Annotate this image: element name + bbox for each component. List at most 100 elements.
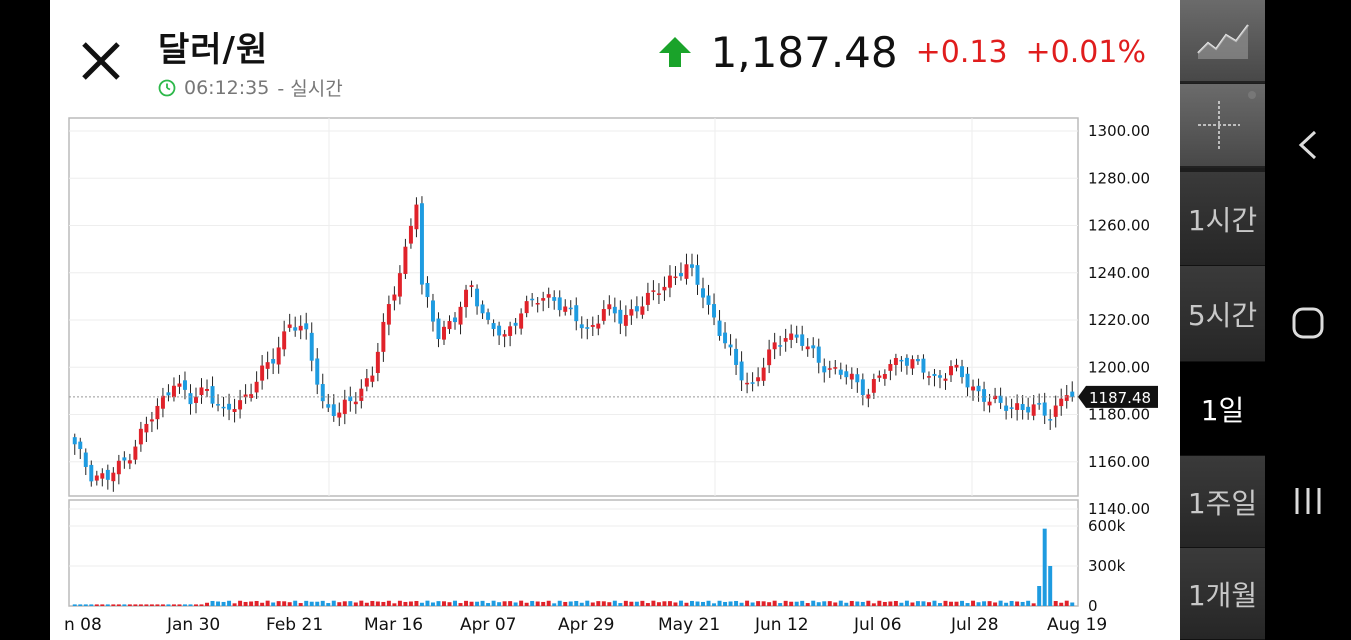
home-button[interactable] [1283, 298, 1333, 348]
volume-bar [965, 603, 970, 606]
recents-button[interactable] [1283, 476, 1333, 526]
volume-bar [982, 601, 987, 606]
candle-body [194, 396, 198, 403]
volume-bar [596, 601, 601, 606]
price-tick-label: 1240.00 [1088, 264, 1150, 282]
candle-body [94, 475, 99, 481]
price-tick-label: 1160.00 [1088, 453, 1150, 471]
volume-bar [717, 600, 722, 606]
volume-bar [943, 600, 948, 606]
chart-area[interactable]: 1300.00 1280.00 1260.00 1240.00 1220.00 1200.… [50, 0, 1180, 640]
volume-bar [998, 600, 1003, 606]
volume-bar [94, 604, 99, 606]
candle-body [590, 325, 595, 327]
candle-body [585, 327, 590, 329]
candle-body [607, 304, 612, 310]
volume-bar [623, 600, 628, 606]
volume-bar [320, 600, 325, 606]
volume-bar [486, 603, 491, 606]
volume-bar [453, 600, 457, 606]
close-button[interactable] [78, 38, 124, 84]
candle-body [375, 351, 380, 373]
volume-bar [188, 604, 193, 606]
candle-body [480, 304, 485, 314]
volume-bar [789, 601, 794, 606]
volume-bar [243, 601, 248, 606]
candle-body [623, 314, 628, 326]
back-icon [1298, 130, 1317, 160]
price-change-percent: +0.01% [1025, 35, 1146, 70]
candle-body [822, 366, 827, 373]
volume-bar [937, 603, 942, 606]
candle-body [138, 428, 143, 445]
candle-body [265, 362, 270, 369]
volume-bar [1070, 602, 1075, 606]
volume-bar [166, 604, 171, 606]
candle-body [491, 323, 496, 329]
volume-bar [645, 603, 650, 606]
volume-bar [469, 601, 474, 606]
candle-body [684, 264, 689, 279]
volume-bar [882, 601, 887, 606]
period-button-4[interactable]: 1개월 [1180, 548, 1265, 640]
volume-bar [910, 602, 915, 606]
volume-bar [695, 601, 700, 606]
volume-bar [105, 604, 110, 606]
volume-bar [960, 600, 965, 606]
candle-body [778, 345, 783, 347]
price-chart[interactable]: 1300.00 1280.00 1260.00 1240.00 1220.00 1200.… [50, 0, 1180, 640]
volume-bar [205, 602, 210, 606]
volume-bar [535, 601, 540, 606]
back-button[interactable] [1283, 120, 1333, 170]
volume-bar [590, 602, 595, 606]
period-button-2[interactable]: 1일 [1180, 362, 1265, 456]
volume-bar [414, 600, 419, 606]
candle-body [188, 393, 193, 405]
candle-body [535, 303, 540, 305]
candle-body [678, 273, 683, 277]
candle-body [1059, 398, 1064, 407]
volume-bar [811, 600, 816, 606]
candle-body [293, 327, 298, 331]
volume-tick-label: 300k [1088, 557, 1126, 575]
volume-bar [447, 602, 452, 606]
volume-bar [133, 604, 138, 606]
volume-bar [100, 604, 105, 606]
candle-body [386, 304, 391, 325]
volume-bar [678, 600, 683, 606]
period-button-3[interactable]: 1주일 [1180, 456, 1265, 548]
volume-bar [149, 604, 154, 606]
volume-bar [508, 601, 513, 606]
chart-type-button[interactable] [1180, 0, 1265, 83]
candle-body [227, 403, 232, 410]
period-button-0[interactable]: 1시간 [1180, 172, 1265, 266]
candle-body [315, 358, 320, 385]
volume-bar [436, 601, 441, 606]
candle-body [524, 301, 529, 314]
candle-body [149, 419, 154, 422]
candle-body [238, 400, 243, 410]
volume-bar [331, 600, 336, 606]
volume-bar [430, 602, 435, 606]
candle-body [563, 306, 568, 312]
volume-bar [497, 602, 502, 606]
volume-bar [761, 601, 766, 606]
candle-body [827, 368, 832, 370]
volume-bar [739, 602, 744, 606]
volume-bar [127, 604, 132, 606]
crosshair-button[interactable] [1180, 84, 1265, 168]
volume-bar [271, 602, 276, 606]
period-button-1[interactable]: 5시간 [1180, 266, 1265, 362]
x-axis-label: May 21 [658, 615, 720, 635]
volume-bar [871, 603, 876, 606]
volume-bar [822, 601, 827, 606]
candle-body [486, 312, 491, 320]
volume-bar [458, 603, 463, 606]
candle-body [442, 326, 446, 340]
candle-body [1015, 403, 1020, 410]
x-axis-label: Jun 12 [754, 615, 809, 635]
candle-body [794, 334, 799, 338]
candle-body [171, 385, 176, 398]
candle-body [304, 323, 309, 330]
candle-body [105, 469, 110, 480]
